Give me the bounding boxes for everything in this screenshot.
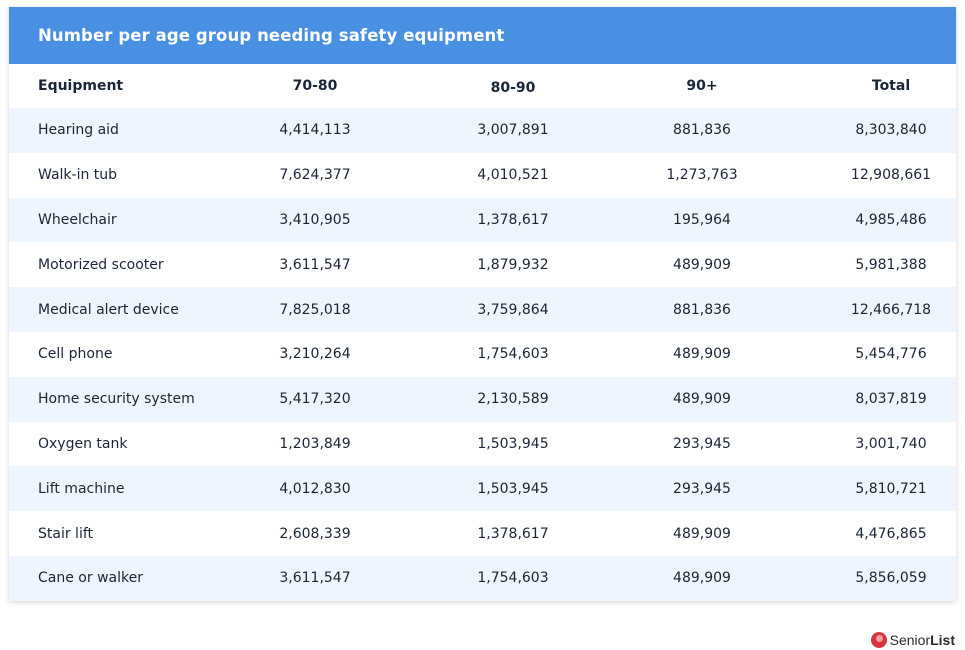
table-cell-equipment: Medical alert device	[38, 301, 179, 318]
table-cell-90-plus: 881,836	[673, 122, 731, 139]
table-row: Lift machine 4,012,830 1,503,945 293,945 5,8…	[9, 466, 956, 512]
table-row: Home security system 5,417,320 2,130,589 48…	[9, 376, 956, 422]
table-cell-total: 5,810,721	[855, 480, 927, 497]
table-cell-90-plus: 489,909	[673, 525, 731, 542]
table-cell-70-80: 5,417,320	[279, 391, 351, 408]
table-cell-total: 5,454,776	[855, 346, 927, 363]
table-cell-equipment: Hearing aid	[38, 122, 119, 139]
table-cell-equipment: Motorized scooter	[38, 256, 164, 273]
table-row: Motorized scooter 3,611,547 1,879,932 489,9…	[9, 242, 956, 288]
table-row: Cell phone 3,210,264 1,754,603 489,909 5,454…	[9, 331, 956, 377]
table-row: Hearing aid 4,414,113 3,007,891 881,836 8,30…	[9, 108, 956, 153]
table-cell-equipment: Home security system	[38, 391, 195, 408]
table-cell-70-80: 7,624,377	[279, 167, 351, 184]
seniorlist-logo: SeniorList	[870, 630, 955, 650]
table-cell-80-90: 1,378,617	[477, 525, 549, 542]
table-cell-90-plus: 293,945	[673, 435, 731, 452]
table-cell-80-90: 1,378,617	[477, 211, 549, 228]
table-cell-equipment: Cell phone	[38, 346, 113, 363]
table-cell-total: 4,985,486	[855, 211, 927, 228]
table-cell-90-plus: 1,273,763	[666, 167, 738, 184]
table-cell-total: 5,856,059	[855, 570, 927, 587]
table-cell-80-90: 1,754,603	[477, 570, 549, 587]
column-header-total: Total	[871, 78, 911, 94]
table-row: Cane or walker 3,611,547 1,754,603 489,909 5…	[9, 555, 956, 601]
table-row: Stair lift 2,608,339 1,378,617 489,909 4,476…	[9, 511, 956, 556]
table-header-row: Equipment 70-80 80-90 90+ Total	[9, 64, 956, 108]
table-cell-70-80: 2,608,339	[279, 525, 351, 542]
table-cell-80-90: 1,879,932	[477, 256, 549, 273]
table-cell-total: 3,001,740	[855, 435, 927, 452]
table-cell-90-plus: 489,909	[673, 570, 731, 587]
table-cell-80-90: 1,503,945	[477, 480, 549, 497]
table-cell-total: 8,303,840	[855, 122, 927, 139]
table-cell-70-80: 3,210,264	[279, 346, 351, 363]
table-cell-equipment: Walk-in tub	[38, 167, 118, 184]
table-cell-90-plus: 881,836	[673, 301, 731, 318]
seniorlist-logo-icon	[870, 632, 887, 648]
table-row: Medical alert device 7,825,018 3,759,864 88…	[9, 287, 956, 332]
table-cell-total: 4,476,865	[855, 525, 927, 542]
table-cell-70-80: 7,825,018	[279, 301, 351, 318]
table-cell-90-plus: 489,909	[673, 256, 731, 273]
table-cell-90-plus: 489,909	[673, 391, 731, 408]
table-cell-equipment: Wheelchair	[38, 211, 117, 228]
table-cell-equipment: Cane or walker	[38, 570, 143, 587]
column-header-equipment: Equipment	[38, 78, 124, 94]
table-row: Oxygen tank 1,203,849 1,503,945 293,945 3,00…	[9, 421, 956, 467]
table-cell-total: 5,981,388	[855, 256, 927, 273]
table-cell-80-90: 3,007,891	[477, 122, 549, 139]
table-cell-70-80: 3,611,547	[279, 570, 351, 587]
table-cell-equipment: Oxygen tank	[38, 435, 128, 452]
table-cell-70-80: 3,410,905	[279, 211, 351, 228]
table-row: Wheelchair 3,410,905 1,378,617 195,964 4,985…	[9, 197, 956, 243]
table-cell-total: 12,466,718	[850, 301, 932, 318]
table-row: Walk-in tub 7,624,377 4,010,521 1,273,763 12…	[9, 152, 956, 198]
table-cell-90-plus: 489,909	[673, 346, 731, 363]
table-cell-90-plus: 293,945	[673, 480, 731, 497]
table-cell-90-plus: 195,964	[673, 211, 731, 228]
column-header-80-90: 80-90	[490, 80, 536, 96]
table-cell-70-80: 4,414,113	[279, 122, 351, 139]
table-cell-80-90: 4,010,521	[477, 167, 549, 184]
logo-text: SeniorList	[889, 632, 955, 648]
table-cell-80-90: 1,503,945	[477, 435, 549, 452]
table-cell-total: 8,037,819	[855, 391, 927, 408]
table-cell-total: 12,908,661	[850, 167, 932, 184]
table-cell-70-80: 3,611,547	[279, 256, 351, 273]
table-body: Hearing aid 4,414,113 3,007,891 881,836 8,30…	[9, 108, 956, 601]
table-cell-80-90: 1,754,603	[477, 346, 549, 363]
column-header-90-plus: 90+	[686, 78, 718, 94]
table-cell-equipment: Stair lift	[38, 525, 94, 542]
table-cell-80-90: 3,759,864	[477, 301, 549, 318]
table-title: Number per age group needing safety equi…	[9, 7, 956, 64]
table-cell-70-80: 1,203,849	[279, 435, 351, 452]
data-table-card: Number per age group needing safety equi…	[9, 7, 956, 601]
table-cell-equipment: Lift machine	[38, 480, 125, 497]
table-cell-70-80: 4,012,830	[279, 480, 351, 497]
table-cell-80-90: 2,130,589	[477, 391, 549, 408]
column-header-70-80: 70-80	[292, 78, 338, 94]
